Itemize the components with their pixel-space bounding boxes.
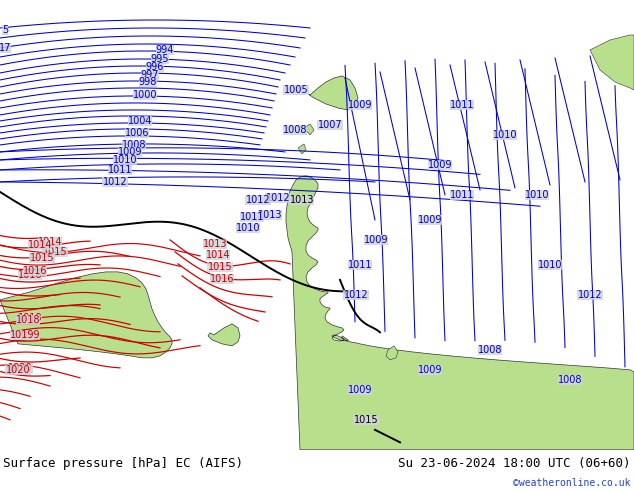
Text: 1010: 1010 <box>525 190 549 200</box>
Text: 1004: 1004 <box>127 116 152 126</box>
Polygon shape <box>308 76 358 110</box>
Polygon shape <box>0 272 172 358</box>
Text: 1016: 1016 <box>18 270 42 280</box>
Polygon shape <box>208 324 240 346</box>
Text: 1012: 1012 <box>344 290 368 300</box>
Text: 1015: 1015 <box>42 247 67 257</box>
Text: 1009: 1009 <box>418 215 443 225</box>
Polygon shape <box>286 176 634 450</box>
Text: 5: 5 <box>2 25 8 35</box>
Text: 1010: 1010 <box>236 223 260 233</box>
Text: 1014: 1014 <box>206 250 230 260</box>
Text: 1009: 1009 <box>348 385 372 395</box>
Text: Su 23-06-2024 18:00 UTC (06+60): Su 23-06-2024 18:00 UTC (06+60) <box>398 457 631 470</box>
Text: 1008: 1008 <box>478 345 502 355</box>
Text: 1016: 1016 <box>23 266 48 276</box>
Text: 1020: 1020 <box>8 363 32 373</box>
Text: 1013: 1013 <box>290 195 314 205</box>
Text: 998: 998 <box>139 77 157 87</box>
Text: 1008: 1008 <box>283 125 307 135</box>
Text: 1006: 1006 <box>125 128 149 138</box>
Text: 1007: 1007 <box>318 120 342 130</box>
Text: 1018: 1018 <box>18 313 42 323</box>
Text: 1020: 1020 <box>6 365 30 375</box>
Text: ©weatheronline.co.uk: ©weatheronline.co.uk <box>514 478 631 488</box>
Text: 1008: 1008 <box>122 140 146 150</box>
Text: 1008: 1008 <box>558 375 582 385</box>
Text: 1010: 1010 <box>493 130 517 140</box>
Text: 996: 996 <box>146 62 164 72</box>
Polygon shape <box>304 124 314 135</box>
Text: 1014: 1014 <box>38 237 62 247</box>
Text: 995: 995 <box>151 54 169 64</box>
Text: 1015: 1015 <box>208 262 232 272</box>
Text: 1011: 1011 <box>108 165 133 175</box>
Text: 1011: 1011 <box>450 100 474 110</box>
Text: 1015: 1015 <box>354 415 378 425</box>
Text: 1011: 1011 <box>450 190 474 200</box>
Text: 1011: 1011 <box>240 212 264 222</box>
Text: 1015: 1015 <box>30 253 55 263</box>
Text: 1009: 1009 <box>348 100 372 110</box>
Text: 1011: 1011 <box>348 260 372 270</box>
Text: 1016: 1016 <box>210 274 234 284</box>
Text: 1012: 1012 <box>246 195 270 205</box>
Text: 1012: 1012 <box>266 193 290 203</box>
Text: 1014: 1014 <box>28 240 52 250</box>
Text: 997: 997 <box>141 70 159 80</box>
Text: 1009: 1009 <box>364 235 388 245</box>
Polygon shape <box>386 346 398 360</box>
Text: Surface pressure [hPa] EC (AIFS): Surface pressure [hPa] EC (AIFS) <box>3 457 243 470</box>
Text: 1010: 1010 <box>113 155 137 165</box>
Text: 1010: 1010 <box>538 260 562 270</box>
Text: 1019: 1019 <box>16 330 40 340</box>
Text: 1012: 1012 <box>103 177 127 187</box>
Text: 1005: 1005 <box>283 85 308 95</box>
Text: 1012: 1012 <box>578 290 602 300</box>
Text: 1013: 1013 <box>258 210 282 220</box>
Text: 1009: 1009 <box>118 147 142 157</box>
Polygon shape <box>298 144 306 154</box>
Text: 1013: 1013 <box>203 239 227 249</box>
Text: 994: 994 <box>156 45 174 55</box>
Polygon shape <box>590 35 634 90</box>
Text: 1009: 1009 <box>418 365 443 375</box>
Text: 1018: 1018 <box>16 315 40 325</box>
Text: 1019: 1019 <box>10 330 34 340</box>
Text: 1009: 1009 <box>428 160 452 170</box>
Text: 1000: 1000 <box>133 90 157 100</box>
Text: 17: 17 <box>0 43 11 53</box>
